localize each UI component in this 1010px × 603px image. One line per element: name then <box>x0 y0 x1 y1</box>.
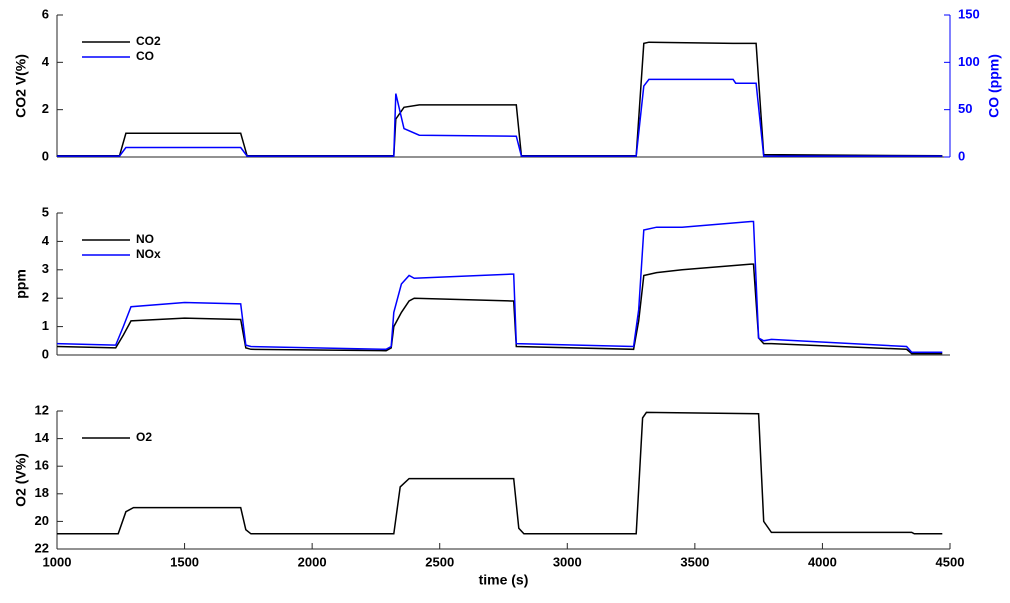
y-axis-label: O2 (V%) <box>13 453 29 507</box>
y-tick-label: 6 <box>42 6 49 21</box>
x-tick-label: 1500 <box>170 554 199 569</box>
x-tick-label: 2000 <box>298 554 327 569</box>
legend-label: O2 <box>136 430 152 444</box>
y2-tick-label: 100 <box>958 54 980 69</box>
legend-label: CO <box>136 49 154 63</box>
y-tick-label: 12 <box>35 402 49 417</box>
x-tick-label: 1000 <box>43 554 72 569</box>
x-tick-label: 4500 <box>936 554 965 569</box>
y-tick-label: 4 <box>42 233 50 248</box>
y-tick-label: 2 <box>42 290 49 305</box>
y2-axis-label: CO (ppm) <box>986 54 1002 118</box>
y-axis-label: CO2 V(%) <box>13 54 29 118</box>
y-tick-label: 0 <box>42 148 49 163</box>
data-line <box>56 263 943 355</box>
y-tick-label: 4 <box>42 54 50 69</box>
y-tick-label: 16 <box>35 458 49 473</box>
legend-label: NO <box>136 232 154 246</box>
data-line <box>57 411 943 535</box>
data-line <box>56 220 943 353</box>
y-tick-label: 18 <box>35 485 49 500</box>
x-tick-label: 3000 <box>553 554 582 569</box>
data-line <box>57 41 943 157</box>
y-axis-label: ppm <box>13 269 29 299</box>
y2-tick-label: 0 <box>958 148 965 163</box>
y-tick-label: 2 <box>42 101 49 116</box>
y-tick-label: 5 <box>42 204 49 219</box>
y-tick-label: 14 <box>35 430 50 445</box>
y-tick-label: 22 <box>35 540 49 555</box>
y2-tick-label: 150 <box>958 6 980 21</box>
data-line <box>57 78 943 157</box>
legend-label: NOx <box>136 247 161 261</box>
x-axis-label: time (s) <box>479 572 529 588</box>
x-tick-label: 3500 <box>680 554 709 569</box>
x-tick-label: 2500 <box>425 554 454 569</box>
y-tick-label: 3 <box>42 261 49 276</box>
x-tick-label: 4000 <box>808 554 837 569</box>
y-tick-label: 0 <box>42 346 49 361</box>
y-tick-label: 20 <box>35 513 49 528</box>
legend-label: CO2 <box>136 34 161 48</box>
y2-tick-label: 50 <box>958 101 972 116</box>
y-tick-label: 1 <box>42 318 49 333</box>
